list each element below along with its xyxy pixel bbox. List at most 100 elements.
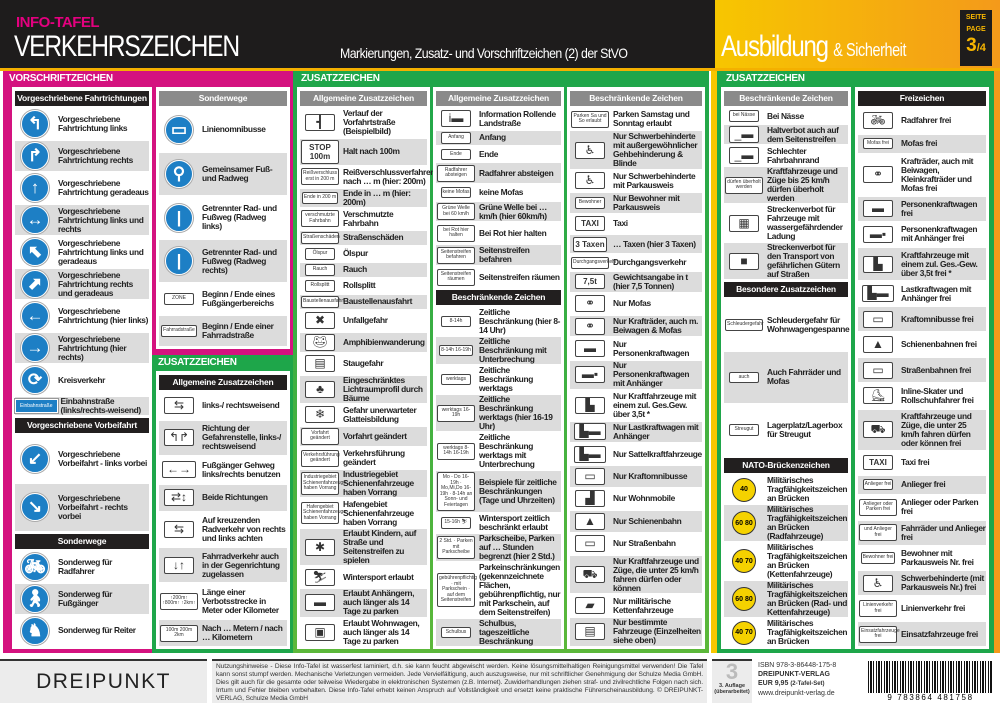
bus-icon: ▭ (575, 468, 605, 486)
website-link[interactable]: www.dreipunkt-verlag.de (758, 690, 835, 697)
sign: Ölspur (300, 247, 340, 261)
sign-list: 8-14h Zeitliche Beschränkung (hier 8-14 U… (436, 307, 561, 647)
list-item: ⬈ Vorgeschriebene Fahrtrichtung rechts un… (15, 269, 149, 299)
sign-description: Gemeinsamer Fuß- und Radweg (202, 163, 273, 183)
list-item: ▭ Linienomnibusse (159, 109, 287, 151)
list-item: keine Mofas keine Mofas (436, 185, 561, 199)
sign-plate: Reißverschluss erst in 200 m (301, 168, 339, 186)
sign-description: Schienenbahnen frei (901, 339, 977, 350)
sign-description: Linienomnibusse (202, 124, 266, 135)
sign: i▬ (436, 109, 476, 128)
list-item: Baustellenausfahrt Baustellenausfahrt (300, 294, 427, 309)
sign-plate: 7,5t (575, 274, 605, 290)
sign-plate: 2 Std. · Parken mit Parkscheibe (437, 536, 475, 559)
sign: 8-14h (436, 315, 476, 329)
sign-list: Parken Sa und So erlaubt Parken Samstag u… (570, 108, 702, 647)
car-icon: ▬ (863, 200, 893, 218)
sign: Seitenstreifen befahren (436, 246, 476, 265)
list-item: Radfahrer absteigen Radfahrer absteigen (436, 163, 561, 184)
sign-description: Linienverkehr frei (901, 603, 965, 614)
sign-description: Militärisches Tragfähigkeitszeichen an B… (767, 542, 848, 579)
sign-description: Militärisches Tragfähigkeitszeichen an B… (767, 580, 848, 617)
sign: ↘ (15, 492, 55, 522)
list-item: ↔ Vorgeschriebene Fahrtrichtung links und… (15, 205, 149, 235)
tram-icon: ▭ (575, 535, 605, 553)
sign: Rollsplitt (300, 279, 340, 293)
list-item: Ölspur Ölspur (300, 247, 427, 261)
sign: Verkehrsführung geändert (300, 449, 340, 468)
sign-description: Vorgeschriebene Fahrtrichtung links (58, 114, 128, 133)
list-item: ▭ Kraftomnibusse frei (858, 307, 986, 331)
column-beschraenkende-zeichen: Beschränkende Zeichen Parken Sa und So er… (567, 87, 705, 649)
kicker: INFO-TAFEL (16, 14, 100, 31)
list-item: Reißverschluss erst in 200 m Reißverschlu… (300, 167, 435, 187)
list-item: Schulbus Schulbus, tageszeitliche Beschrä… (436, 619, 561, 646)
sign: TAXI (858, 454, 898, 471)
list-item: TAXI Taxi (570, 215, 702, 233)
pedestrian-arrows-icon: ←→ (162, 461, 196, 479)
sign-description: Beispiele für zeitliche Beschränkungen (… (479, 477, 557, 505)
car-trailer-icon: ▬▪ (863, 225, 893, 243)
list-item: i▬ Information Rollende Landstraße (436, 109, 561, 129)
priority-road-icon: ┫ (305, 114, 335, 132)
sign: ▬ (300, 593, 340, 612)
page-number: 3/4 (966, 35, 986, 56)
sign-description: Beginn / Ende einer Fahrradstraße (202, 321, 274, 341)
sign-description: Zeitliche Beschränkung (hier 8-14 Uhr) (479, 307, 561, 335)
list-item: ▟ Nur Wohnmobile (570, 489, 702, 509)
sign: auch (724, 371, 764, 385)
page-label-en: PAGE (966, 26, 986, 33)
list-item: ▭ Straßenbahnen frei (858, 358, 986, 382)
sign-description: keine Mofas (479, 186, 524, 197)
arrow-left-icon: ← (21, 302, 49, 330)
caravan-icon: ▣ (305, 623, 335, 641)
sign-plate: Schleudergefahr (725, 319, 764, 331)
sign-description: Erlaubt Wohnwagen, auch länger als 14 Ta… (343, 617, 420, 646)
sign-description: Zeitliche Beschränkung werktags (479, 365, 533, 393)
list-item: _▬ Haltverbot auch auf dem Seitenstreifen (724, 125, 848, 144)
sign: 100m 200m 2km (159, 624, 199, 643)
list-item: ▙▬ Lastkraftwagen mit Anhänger frei (858, 282, 986, 306)
list-item: verschmutzte Fahrbahn Verschmutzte Fahrba… (300, 209, 427, 229)
sign-description: Nur Wohnmobile (613, 493, 675, 504)
list-item: Anlieger oder Parken frei Anlieger oder P… (858, 496, 986, 520)
sign: Bewohner (570, 196, 610, 210)
sign-description: Kraftfahrzeuge mit einem zul. Ges.-Gew. … (901, 249, 978, 278)
list-item: gebührenpflichtig · mit Parkschein · auf… (436, 563, 561, 617)
sign: ⚲ (159, 159, 199, 189)
sign-description: Zeitliche Beschränkung werktags (hier 16… (479, 394, 553, 431)
sign: ▬▪ (570, 365, 610, 384)
sign-description: … Taxen (hier 3 Taxen) (613, 238, 696, 249)
column-beschraenkende-nato: Beschränkende Zeichen bei Nässe Bei Nässe _… (721, 87, 851, 649)
sign-description: Hafengebiet Schienenfahrzeuge haben Vorr… (343, 498, 414, 527)
train-icon: ▲ (575, 512, 605, 530)
sign-description: Nur Kraftfahrzeuge mit einem zul. Ges.Ge… (613, 390, 697, 419)
truck-icon: ▙ (575, 396, 605, 414)
bicycle-icon: 🚲︎ (863, 112, 893, 130)
list-item: ⇆ Auf kreuzenden Radverkehr von rechts un… (159, 513, 287, 547)
sign-description: Wintersport erlaubt (343, 571, 414, 582)
sign-description: Getrennter Rad- und Fußweg (Radweg recht… (202, 246, 277, 275)
arrows-left-right-icon: ⇆ (164, 397, 194, 415)
list-item: ▙ Kraftfahrzeuge mit einem zul. Ges.-Gew.… (858, 248, 986, 280)
block-header: NATO-Brückenzeichen (724, 458, 848, 473)
sign-plate: Mo - Do 16-19h · Mo,Mi,Do 16-19h · 8-14h… (437, 472, 475, 511)
list-item: Linienverkehr frei Linienverkehr frei (858, 597, 986, 621)
dreipunkt-logo: DREIPUNKT (0, 659, 207, 703)
list-item: Parken Sa und So erlaubt Parken Samstag u… (570, 109, 702, 129)
sign-description: Verkehrsführung geändert (343, 448, 405, 468)
frog-icon: 🐸︎ (305, 333, 335, 351)
sign-description: Vorgeschriebene Vorbeifahrt - rechts vor… (58, 492, 128, 521)
water-hazard-icon: ▦ (729, 214, 759, 232)
sign-description: Nur Krafträder, auch m. Beiwagen & Mofas (613, 316, 699, 336)
pedestrian-bicycle-icon: ⚲ (165, 159, 193, 188)
sign: ▣ (300, 623, 340, 642)
list-item: 100m 200m 2km Nach … Metern / nach … Kilo… (159, 620, 287, 646)
sign-description: Staugefahr (343, 358, 384, 369)
sign-plate: Einsatzfahrzeuge frei (859, 625, 900, 643)
block-header: Allgemeine Zusatzzeichen (436, 91, 561, 106)
sign: Streugut (724, 423, 764, 437)
column-freizeichen: Freizeichen 🚲︎ Radfahrer frei Mofas frei Mof… (855, 87, 989, 649)
nato-bridge-sign: 60 80 (732, 587, 756, 611)
sign-description: Gewichtsangabe in t (hier 7,5 Tonnen) (613, 271, 688, 291)
